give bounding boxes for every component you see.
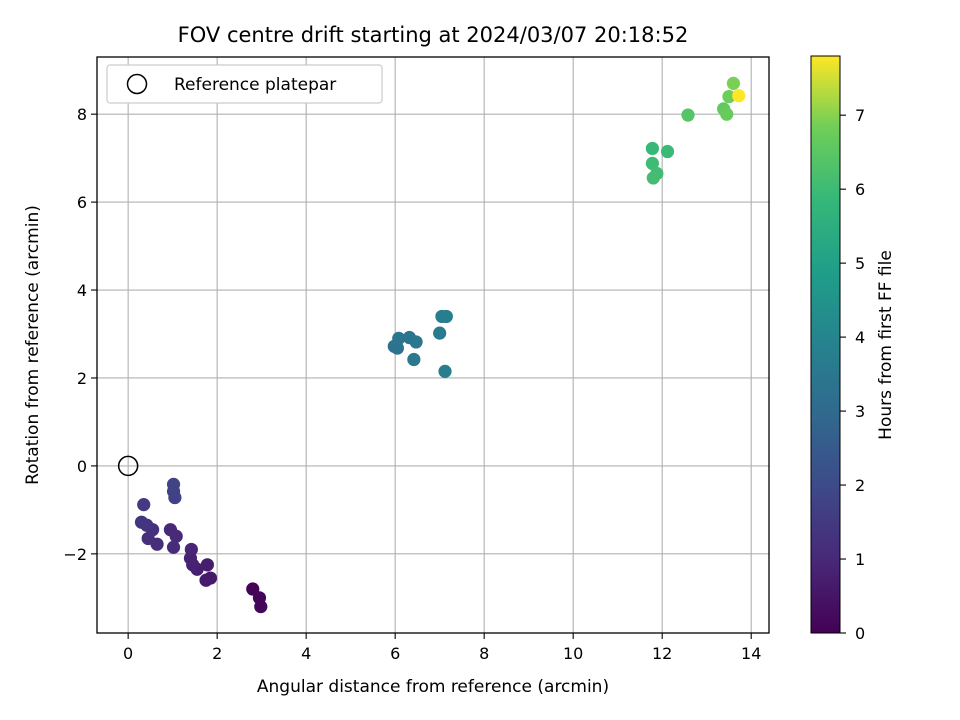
colorbar-tick-label: 5 <box>855 254 865 273</box>
colorbar-tick-label: 1 <box>855 550 865 569</box>
data-point <box>199 573 213 587</box>
data-point <box>169 529 183 543</box>
data-point <box>200 558 214 572</box>
grid-lines <box>97 57 769 633</box>
data-point <box>134 515 149 529</box>
colorbar-tick-label: 0 <box>855 624 865 643</box>
x-tick-label: 8 <box>479 644 489 663</box>
colorbar-tick-label: 6 <box>855 180 865 199</box>
data-point <box>166 540 181 554</box>
data-point <box>166 477 181 491</box>
y-tick-label: 0 <box>77 457 87 476</box>
x-tick-label: 10 <box>563 644 583 663</box>
data-point <box>254 600 268 614</box>
colorbar-gradient <box>810 55 841 634</box>
data-point <box>439 309 453 324</box>
y-tick-label: 6 <box>77 193 87 212</box>
x-tick-label: 14 <box>741 644 761 663</box>
colorbar-tick-label: 7 <box>855 106 865 125</box>
data-point <box>646 171 660 185</box>
y-axis-label: Rotation from reference (arcmin) <box>23 205 43 485</box>
data-point <box>433 326 447 340</box>
x-tick-label: 12 <box>652 644 672 663</box>
legend: Reference platepar <box>106 64 383 104</box>
data-point <box>720 107 734 121</box>
plot-frame <box>96 56 770 634</box>
y-tick-label: 4 <box>77 281 87 300</box>
data-point <box>660 144 675 159</box>
y-tick-label: −2 <box>63 545 87 564</box>
data-point <box>645 141 660 156</box>
data-point <box>409 335 423 349</box>
x-tick-label: 6 <box>390 644 400 663</box>
colorbar-tick-label: 2 <box>855 476 865 495</box>
data-point <box>137 498 151 512</box>
data-point <box>392 331 406 346</box>
data-point <box>732 89 746 103</box>
colorbar-label: Hours from first FF file <box>876 250 896 440</box>
reference-marker <box>117 455 139 477</box>
y-tick-label: 2 <box>77 369 87 388</box>
legend-entry-reference: Reference platepar <box>174 75 336 95</box>
y-axis-ticks: −2 0 2 4 6 8 <box>63 105 97 564</box>
colorbar: 0 1 2 3 4 5 6 7 Hours from first FF file <box>810 55 896 643</box>
data-point <box>407 352 421 367</box>
data-point <box>645 156 660 171</box>
data-points <box>134 76 746 614</box>
data-point <box>390 341 404 355</box>
colorbar-ticks: 0 1 2 3 4 5 6 7 <box>840 106 865 643</box>
x-axis-label: Angular distance from reference (arcmin) <box>257 677 609 697</box>
x-tick-label: 4 <box>301 644 311 663</box>
legend-box <box>106 64 383 104</box>
data-point <box>438 364 452 378</box>
x-axis-ticks: 0 2 4 6 8 10 12 14 <box>123 633 761 663</box>
x-tick-label: 0 <box>123 644 133 663</box>
colorbar-tick-label: 4 <box>855 328 865 347</box>
chart-title: FOV centre drift starting at 2024/03/07 … <box>178 23 689 47</box>
data-point <box>722 89 736 104</box>
x-tick-label: 2 <box>212 644 222 663</box>
data-point <box>681 108 695 122</box>
colorbar-tick-label: 3 <box>855 402 865 421</box>
y-tick-label: 8 <box>77 105 87 124</box>
legend-reference-marker <box>126 73 148 95</box>
data-point <box>184 542 198 557</box>
data-point <box>726 76 740 90</box>
